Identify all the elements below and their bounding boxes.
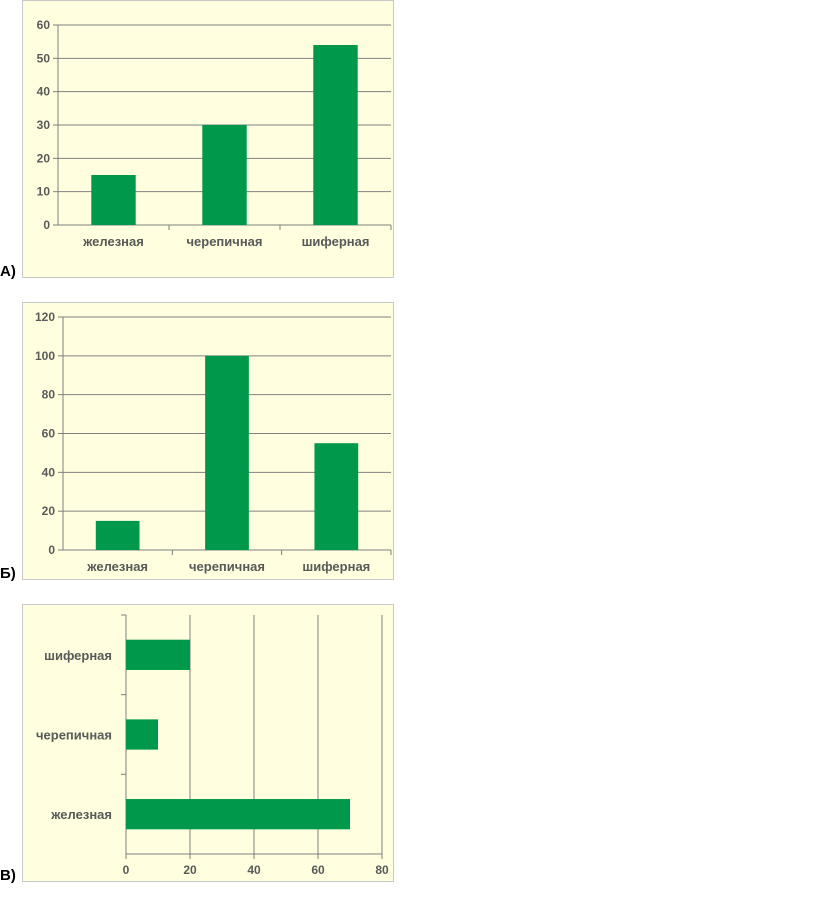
chart-b-y-tick-label: 0	[48, 543, 55, 557]
chart-b-bar	[95, 520, 140, 550]
chart-c-x-tick-label: 0	[123, 863, 130, 877]
chart-a: 0 10 20 30 40 50 60 железная черепичная шиферная	[22, 0, 394, 278]
chart-a-svg: 0 10 20 30 40 50 60 железная черепичная шиферная	[37, 18, 392, 249]
chart-a-bar	[202, 125, 247, 225]
chart-a-y-tick-label: 50	[37, 51, 51, 65]
chart-c: 0 20 40 60 80 железная черепичная шиферная	[22, 604, 394, 882]
chart-c-category-label: черепичная	[36, 728, 112, 743]
chart-b-category-label: черепичная	[189, 559, 265, 574]
chart-a-category-label: черепичная	[186, 234, 262, 249]
chart-c-svg: 0 20 40 60 80 железная черепичная шиферная	[36, 614, 389, 877]
chart-a-y-tick-label: 20	[37, 151, 51, 165]
chart-c-bar	[126, 639, 190, 670]
chart-c-category-label: железная	[50, 807, 112, 822]
chart-b-category-label: железная	[86, 559, 148, 574]
chart-b-svg: 0 20 40 60 80 100 120 железная черепичная шиферна…	[35, 310, 392, 574]
chart-b: 0 20 40 60 80 100 120 железная черепичная шиферна…	[22, 302, 394, 580]
chart-b-y-tick-label: 60	[42, 427, 56, 441]
chart-c-x-tick-label: 40	[247, 863, 261, 877]
panel-label-c: В)	[0, 867, 16, 884]
chart-b-y-tick-label: 120	[35, 310, 55, 324]
chart-c-x-tick-label: 80	[375, 863, 389, 877]
panel-label-a: А)	[0, 263, 16, 280]
chart-c-x-tick-label: 60	[311, 863, 325, 877]
chart-a-bar	[313, 45, 358, 225]
chart-b-y-tick-label: 40	[42, 465, 56, 479]
chart-a-y-tick-label: 60	[37, 18, 51, 32]
chart-a-y-tick-label: 0	[43, 218, 50, 232]
chart-b-bar	[314, 443, 359, 550]
chart-c-x-tick-label: 20	[183, 863, 197, 877]
chart-c-bar	[126, 799, 350, 830]
chart-a-y-tick-label: 30	[37, 118, 51, 132]
chart-a-y-tick-label: 40	[37, 85, 51, 99]
chart-a-bar	[91, 175, 136, 225]
chart-b-category-label: шиферная	[302, 559, 370, 574]
chart-a-category-label: шиферная	[302, 234, 370, 249]
panel-label-b: Б)	[0, 565, 16, 582]
chart-c-bar	[126, 719, 158, 750]
chart-b-y-tick-label: 100	[35, 349, 55, 363]
chart-b-y-tick-label: 20	[42, 504, 56, 518]
chart-a-y-tick-label: 10	[37, 185, 51, 199]
chart-c-category-label: шиферная	[44, 648, 112, 663]
chart-b-bar	[205, 355, 249, 550]
chart-b-y-tick-label: 80	[42, 388, 56, 402]
chart-a-category-label: железная	[82, 234, 144, 249]
